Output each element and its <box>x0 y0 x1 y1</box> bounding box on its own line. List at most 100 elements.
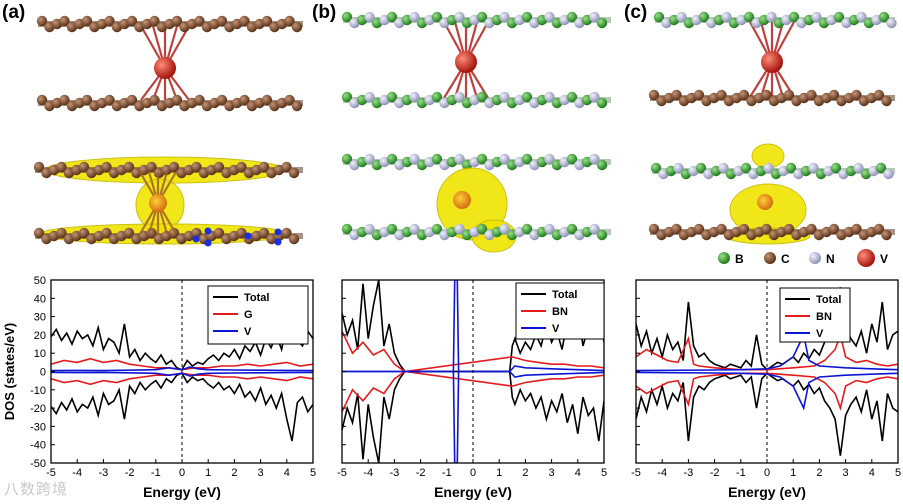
legend-entry: BN <box>816 311 832 323</box>
x-tick-label: 4 <box>575 467 581 479</box>
x-tick-label: 3 <box>843 467 849 479</box>
charge-density-c <box>648 143 895 245</box>
vanadium-atom <box>154 57 176 79</box>
x-tick-label: 4 <box>869 467 875 479</box>
structure-c <box>648 11 897 245</box>
x-tick-label: 2 <box>231 467 237 479</box>
graphene-bottom-layer-density <box>648 223 895 241</box>
legend-entry: V <box>552 323 560 335</box>
bn-top-layer <box>653 11 897 29</box>
legend-entry: V <box>244 326 252 338</box>
series-group <box>636 287 898 456</box>
legend-atom-b <box>718 252 730 264</box>
y-tick-label: -10 <box>30 385 46 397</box>
plot-legend: Total BN V <box>779 287 851 343</box>
bn-top-layer <box>341 11 611 29</box>
x-tick-label: -3 <box>390 467 400 479</box>
bn-bottom-layer <box>341 91 611 109</box>
vanadium-atom <box>761 51 783 73</box>
y-tick-label: 40 <box>34 293 46 305</box>
watermark: 八数跨境 <box>4 480 69 498</box>
x-tick-label: -4 <box>657 467 667 479</box>
legend-entry: Total <box>244 292 269 304</box>
legend-entry: G <box>244 309 253 321</box>
x-tick-label: 5 <box>310 467 316 479</box>
charge-density-a <box>33 156 303 247</box>
series-v-down <box>51 371 313 377</box>
x-tick-label: -4 <box>363 467 373 479</box>
x-tick-label: -5 <box>46 467 56 479</box>
bn-bottom-layer-density <box>341 223 611 241</box>
graphene-bottom-layer <box>36 94 303 112</box>
legend-label-n: N <box>826 252 835 266</box>
x-tick-label: 2 <box>522 467 528 479</box>
legend-box <box>207 285 309 345</box>
vanadium-atom-density <box>453 191 471 209</box>
legend-atom-v <box>857 249 875 267</box>
vanadium-atom-density <box>757 194 773 210</box>
depletion-spot <box>274 238 282 246</box>
legend-label-v: V <box>880 252 888 266</box>
x-tick-label: -1 <box>442 467 452 479</box>
x-tick-label: -5 <box>631 467 641 479</box>
x-tick-label: 0 <box>179 467 185 479</box>
graphene-top-layer <box>36 15 303 33</box>
y-tick-label: 0 <box>40 367 46 379</box>
series-bn-down <box>636 372 898 411</box>
panel-label-a: (a) <box>2 2 25 23</box>
legend-entry: Total <box>816 294 841 306</box>
legend-entry: V <box>816 328 824 340</box>
y-tick-label: 10 <box>34 348 46 360</box>
y-tick-label: -40 <box>30 440 46 452</box>
vanadium-atom-density <box>149 194 167 212</box>
depletion-spot <box>204 239 212 247</box>
bn-top-layer-density <box>650 162 895 180</box>
plot-legend: Total BN V <box>515 282 605 340</box>
structure-a <box>33 15 303 247</box>
x-tick-label: 2 <box>816 467 822 479</box>
graphene-top-layer-density <box>33 161 303 179</box>
series-v-up <box>636 332 898 372</box>
series-v-down <box>342 370 604 463</box>
x-tick-label: -3 <box>684 467 694 479</box>
y-tick-label: -30 <box>30 421 46 433</box>
x-axis-label: Energy (eV) <box>143 484 221 500</box>
x-tick-label: 4 <box>284 467 290 479</box>
x-tick-label: 0 <box>470 467 476 479</box>
depletion-spot <box>192 235 200 243</box>
vanadium-atom <box>455 51 477 73</box>
x-tick-label: -1 <box>736 467 746 479</box>
x-tick-label: 0 <box>764 467 770 479</box>
x-tick-label: 3 <box>258 467 264 479</box>
series-v-down <box>636 371 898 411</box>
plot-legend: Total GV <box>207 285 309 345</box>
depletion-spot <box>204 227 212 235</box>
x-tick-label: 5 <box>601 467 607 479</box>
legend-label-b: B <box>735 252 744 266</box>
series-total-down <box>342 370 604 463</box>
legend-entry: Total <box>552 289 577 301</box>
x-tick-label: -5 <box>337 467 347 479</box>
bn-top-layer-density <box>341 153 611 171</box>
x-tick-label: -1 <box>151 467 161 479</box>
series-bn-up <box>636 332 898 371</box>
x-tick-label: 5 <box>895 467 901 479</box>
panel-label-c: (c) <box>624 2 647 23</box>
series-v-up <box>51 366 313 372</box>
x-tick-label: 1 <box>205 467 211 479</box>
structure-b <box>341 11 611 253</box>
y-tick-label: -20 <box>30 403 46 415</box>
x-tick-label: -4 <box>72 467 82 479</box>
y-tick-label: 20 <box>34 330 46 342</box>
series-bn-down <box>342 370 604 413</box>
x-axis-label: Energy (eV) <box>728 484 806 500</box>
legend-atom-c <box>764 252 776 264</box>
x-tick-label: -2 <box>125 467 135 479</box>
x-tick-label: -3 <box>99 467 109 479</box>
graphene-bottom-layer <box>648 89 895 107</box>
panel-label-b: (b) <box>312 2 336 23</box>
x-tick-label: 1 <box>790 467 796 479</box>
x-tick-label: -2 <box>710 467 720 479</box>
